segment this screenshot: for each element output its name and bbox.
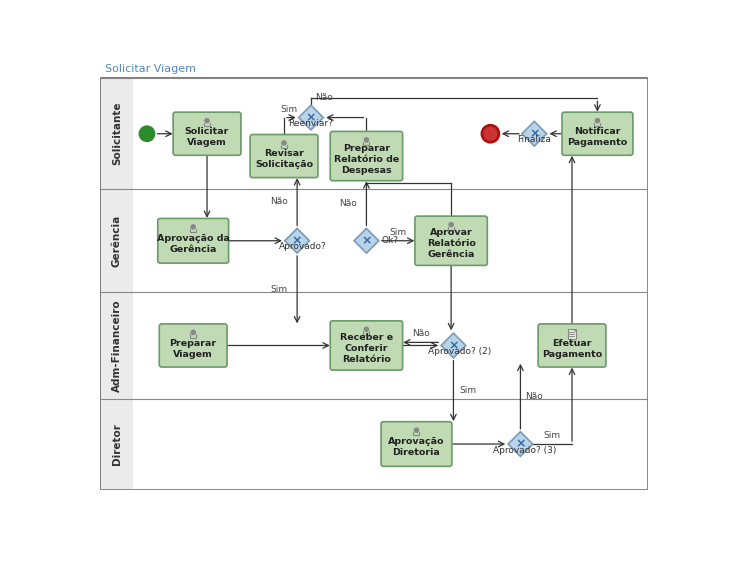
Text: Não: Não bbox=[339, 199, 357, 208]
Text: Ok?: Ok? bbox=[381, 236, 398, 245]
Circle shape bbox=[191, 225, 195, 229]
FancyBboxPatch shape bbox=[330, 131, 403, 181]
Text: Solicitar
Viagem: Solicitar Viagem bbox=[185, 127, 229, 147]
Text: Aprovação da
Gerência: Aprovação da Gerência bbox=[157, 234, 230, 254]
Text: Diretor: Diretor bbox=[112, 423, 122, 465]
Text: Gerência: Gerência bbox=[112, 215, 122, 267]
Circle shape bbox=[205, 118, 209, 123]
Bar bbox=[101, 77, 648, 189]
Circle shape bbox=[415, 428, 418, 432]
Text: Sim: Sim bbox=[544, 431, 561, 440]
Bar bbox=[101, 399, 648, 489]
Text: Notificar
Pagamento: Notificar Pagamento bbox=[567, 127, 628, 147]
FancyBboxPatch shape bbox=[562, 112, 633, 155]
Text: Aprovado? (2): Aprovado? (2) bbox=[428, 347, 491, 356]
Bar bbox=[101, 189, 133, 292]
Circle shape bbox=[139, 126, 155, 142]
Text: Não: Não bbox=[270, 197, 288, 207]
Polygon shape bbox=[299, 105, 323, 130]
Circle shape bbox=[191, 331, 195, 335]
Circle shape bbox=[449, 222, 453, 226]
Circle shape bbox=[596, 118, 599, 123]
Polygon shape bbox=[354, 228, 379, 253]
Bar bbox=[101, 399, 133, 489]
Text: Preparar
Relatório de
Despesas: Preparar Relatório de Despesas bbox=[334, 143, 399, 175]
Polygon shape bbox=[522, 121, 547, 146]
FancyBboxPatch shape bbox=[158, 218, 228, 263]
Text: Aprovado? (3): Aprovado? (3) bbox=[493, 446, 556, 455]
Text: Aprovado?: Aprovado? bbox=[280, 242, 327, 251]
Text: Reenviar?: Reenviar? bbox=[288, 119, 334, 128]
Circle shape bbox=[282, 141, 286, 145]
Bar bbox=[101, 77, 133, 189]
Text: Finaliza: Finaliza bbox=[518, 135, 551, 145]
Text: ×: × bbox=[292, 234, 302, 248]
Text: Aprovar
Relatório
Gerência: Aprovar Relatório Gerência bbox=[427, 228, 475, 259]
Text: Sim: Sim bbox=[271, 285, 288, 294]
Polygon shape bbox=[574, 329, 576, 332]
Text: ×: × bbox=[515, 438, 526, 451]
Text: Sim: Sim bbox=[460, 386, 477, 395]
Polygon shape bbox=[285, 228, 310, 253]
Text: Aprovação
Diretoria: Aprovação Diretoria bbox=[388, 437, 445, 457]
Text: Sim: Sim bbox=[389, 228, 407, 237]
FancyBboxPatch shape bbox=[250, 134, 318, 178]
FancyBboxPatch shape bbox=[538, 324, 606, 367]
Polygon shape bbox=[508, 432, 533, 456]
Bar bbox=[568, 329, 576, 339]
Circle shape bbox=[364, 327, 369, 331]
Text: Não: Não bbox=[525, 392, 543, 401]
Text: ×: × bbox=[361, 234, 372, 248]
Text: Efetuar
Pagamento: Efetuar Pagamento bbox=[542, 339, 602, 358]
FancyBboxPatch shape bbox=[415, 216, 488, 265]
Text: ×: × bbox=[448, 339, 458, 352]
Text: ×: × bbox=[529, 127, 539, 140]
Circle shape bbox=[482, 125, 499, 142]
Text: Solicitante: Solicitante bbox=[112, 102, 122, 165]
Text: Adm-Financeiro: Adm-Financeiro bbox=[112, 299, 122, 392]
Text: Não: Não bbox=[412, 329, 429, 338]
Text: ×: × bbox=[306, 111, 316, 124]
Text: Não: Não bbox=[315, 93, 333, 102]
Bar bbox=[101, 189, 648, 292]
Text: Revisar
Solicitação: Revisar Solicitação bbox=[255, 149, 313, 169]
FancyBboxPatch shape bbox=[159, 324, 227, 367]
Text: Sim: Sim bbox=[280, 105, 297, 114]
Text: Solicitar Viagem: Solicitar Viagem bbox=[104, 64, 196, 73]
Bar bbox=[101, 292, 133, 399]
FancyBboxPatch shape bbox=[173, 112, 241, 155]
FancyBboxPatch shape bbox=[330, 321, 403, 370]
Text: Receber e
Conferir
Relatório: Receber e Conferir Relatório bbox=[340, 333, 393, 364]
Bar bbox=[101, 292, 648, 399]
Circle shape bbox=[364, 138, 369, 142]
Polygon shape bbox=[441, 333, 466, 358]
FancyBboxPatch shape bbox=[381, 422, 452, 467]
Text: Preparar
Viagem: Preparar Viagem bbox=[169, 339, 217, 358]
